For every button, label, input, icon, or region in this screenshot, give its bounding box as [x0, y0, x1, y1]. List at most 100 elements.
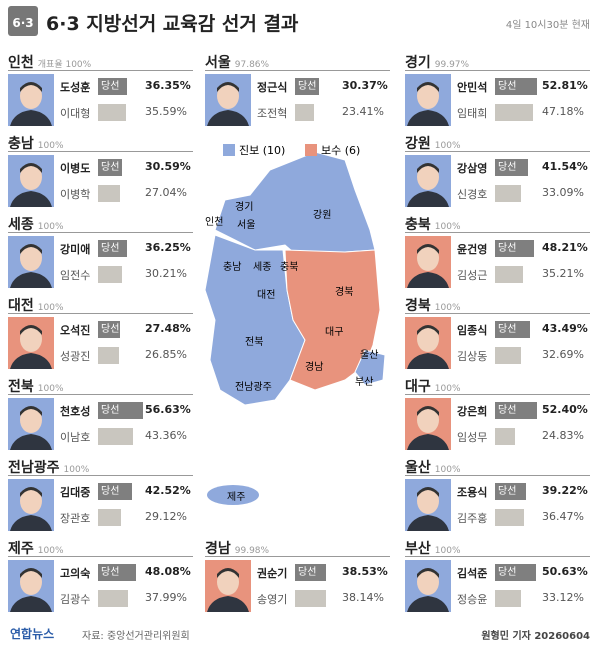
candidate-name: 성광진 — [60, 350, 91, 363]
runner-bar — [495, 509, 525, 526]
map-label: 울산 — [360, 349, 378, 361]
map-label: 전북 — [245, 336, 263, 348]
winner-badge: 당선 — [498, 324, 517, 335]
region-panel: 경북 100% 임종식 당선 43.49% 김상동 32.69% — [405, 295, 590, 373]
region-header: 제주 100% — [8, 538, 193, 557]
candidate-name: 고의숙 — [60, 567, 91, 580]
region-panel: 경남 99.98% 권순기 당선 38.53% 송영기 38.14% — [205, 538, 390, 616]
region-name: 전북 — [8, 379, 34, 395]
region-header: 강원 100% — [405, 133, 590, 152]
region-name: 대구 — [405, 379, 431, 395]
photo — [8, 479, 54, 531]
region-name: 부산 — [405, 541, 431, 557]
runner-bar — [98, 590, 129, 607]
winner-badge: 당선 — [101, 567, 120, 578]
count-rate: 100% — [37, 141, 64, 151]
map-label: 대구 — [325, 326, 343, 338]
winner-bar: 당선 — [295, 564, 326, 581]
region-name: 울산 — [405, 460, 431, 476]
vote-share: 33.12% — [542, 591, 584, 604]
region-header: 세종 100% — [8, 214, 193, 233]
winner-bar: 당선 — [495, 321, 530, 338]
candidate-name: 김상동 — [457, 350, 488, 363]
candidate-name: 이병학 — [60, 188, 91, 201]
photo — [405, 398, 451, 450]
runner-bar — [495, 104, 533, 121]
region-header: 대전 100% — [8, 295, 193, 314]
credit: 원형민 기자 20260604 — [481, 631, 590, 642]
count-rate: 100% — [63, 465, 90, 475]
winner-badge: 당선 — [498, 567, 517, 578]
winner-badge: 당선 — [298, 567, 317, 578]
map-label: 부산 — [355, 376, 373, 388]
photo — [205, 560, 251, 612]
vote-share: 36.47% — [542, 510, 584, 523]
map-label: 전남광주 — [235, 381, 272, 393]
vote-share: 30.21% — [145, 267, 187, 280]
winner-badge: 당선 — [101, 243, 120, 254]
candidate-name: 송영기 — [257, 593, 288, 606]
region-panel: 강원 100% 강삼영 당선 41.54% 신경호 33.09% — [405, 133, 590, 211]
region-name: 대전 — [8, 298, 34, 314]
region-panel: 인천 개표율 100% 도성훈 당선 36.35% 이대형 35.59% — [8, 52, 193, 130]
winner-badge: 당선 — [498, 81, 517, 92]
region-name: 전남광주 — [8, 460, 60, 476]
portrait — [407, 568, 449, 612]
runner-bar — [98, 428, 133, 445]
count-rate: 100% — [434, 303, 461, 313]
candidate-name: 신경호 — [457, 188, 488, 201]
legend-swatch — [223, 144, 235, 156]
map-label: 충남 — [223, 261, 241, 273]
region-header: 경남 99.98% — [205, 538, 390, 557]
portrait — [10, 244, 52, 288]
region-header: 경북 100% — [405, 295, 590, 314]
candidate-name: 조전혁 — [257, 107, 288, 120]
candidate-name: 이남호 — [60, 431, 91, 444]
winner-bar: 당선 — [98, 159, 123, 176]
runner-bar — [495, 590, 522, 607]
count-rate: 100% — [434, 141, 461, 151]
region-panel: 전북 100% 천호성 당선 56.63% 이남호 43.36% — [8, 376, 193, 454]
count-rate: 99.97% — [434, 60, 470, 70]
count-rate: 100% — [434, 222, 461, 232]
candidate-name: 윤건영 — [457, 243, 488, 256]
legend-swatch — [305, 144, 317, 156]
winner-bar: 당선 — [98, 564, 137, 581]
map-region — [204, 234, 306, 406]
winner-badge: 당선 — [101, 486, 120, 497]
region-header: 서울 97.86% — [205, 52, 390, 71]
winner-bar: 당선 — [295, 78, 320, 95]
region-panel: 울산 100% 조용식 당선 39.22% 김주홍 36.47% — [405, 457, 590, 535]
candidate-name: 정승윤 — [457, 593, 488, 606]
count-rate: 100% — [37, 546, 64, 556]
winner-bar: 당선 — [495, 483, 527, 500]
photo — [405, 74, 451, 126]
portrait — [407, 325, 449, 369]
photo — [405, 236, 451, 288]
vote-share: 30.59% — [145, 160, 191, 173]
vote-share: 37.99% — [145, 591, 187, 604]
vote-share: 23.41% — [342, 105, 384, 118]
region-header: 충남 100% — [8, 133, 193, 152]
portrait — [407, 82, 449, 126]
count-rate: 개표율 100% — [37, 60, 92, 70]
region-header: 울산 100% — [405, 457, 590, 476]
map-label: 충북 — [280, 261, 298, 273]
runner-bar — [295, 104, 314, 121]
region-header: 전북 100% — [8, 376, 193, 395]
photo — [405, 155, 451, 207]
vote-share: 33.09% — [542, 186, 584, 199]
vote-share: 27.04% — [145, 186, 187, 199]
photo — [405, 479, 451, 531]
region-panel: 제주 100% 고의숙 당선 48.08% 김광수 37.99% — [8, 538, 193, 616]
winner-badge: 당선 — [101, 405, 120, 416]
vote-share: 39.22% — [542, 484, 588, 497]
candidate-name: 임전수 — [60, 269, 91, 282]
vote-share: 26.85% — [145, 348, 187, 361]
portrait — [407, 244, 449, 288]
portrait — [407, 406, 449, 450]
winner-bar: 당선 — [98, 78, 128, 95]
count-rate: 100% — [37, 303, 64, 313]
region-name: 경남 — [205, 541, 231, 557]
winner-badge: 당선 — [298, 81, 317, 92]
